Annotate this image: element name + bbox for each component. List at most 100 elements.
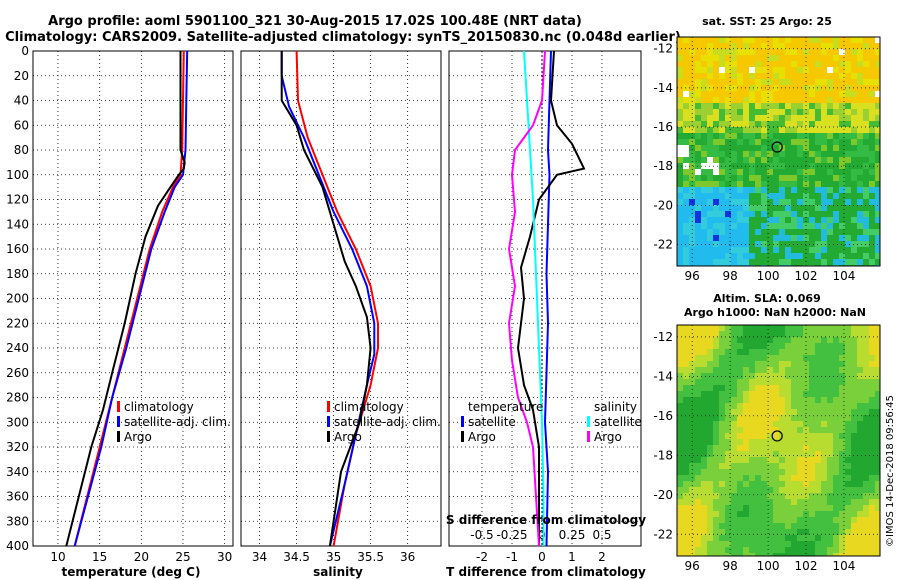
map-cell — [761, 229, 767, 235]
map-cell — [821, 43, 827, 49]
map-cell — [701, 205, 707, 211]
map-cell — [755, 367, 761, 373]
map-cell — [773, 97, 779, 103]
map-cell — [821, 331, 827, 337]
map-cell — [845, 517, 851, 523]
map-cell — [731, 151, 737, 157]
map-cell — [869, 367, 875, 373]
map-cell — [725, 553, 731, 556]
map-cell — [695, 493, 701, 499]
map-cell — [707, 43, 713, 49]
map-cell — [821, 121, 827, 127]
map-cell — [821, 337, 827, 343]
map-cell — [851, 523, 857, 529]
map-cell — [743, 541, 749, 547]
map-cell — [845, 175, 851, 181]
map-cell — [821, 229, 827, 235]
map-cell — [695, 487, 701, 493]
map-cell — [791, 349, 797, 355]
map-cell — [707, 217, 713, 223]
map-cell — [863, 67, 869, 73]
map-cell — [779, 169, 785, 175]
map-cell — [875, 391, 880, 397]
map-cell — [863, 139, 869, 145]
map-cell — [719, 187, 725, 193]
map-cell — [857, 445, 863, 451]
map-cell — [773, 241, 779, 247]
map-cell — [749, 169, 755, 175]
map-cell — [845, 253, 851, 259]
map-cell — [827, 109, 833, 115]
map-cell — [785, 421, 791, 427]
map-cell — [743, 247, 749, 253]
map-cell — [701, 523, 707, 529]
map-cell — [689, 217, 695, 223]
map-cell — [833, 373, 839, 379]
map-cell — [827, 247, 833, 253]
map-cell — [833, 427, 839, 433]
map-cell — [761, 109, 767, 115]
map-cell — [725, 169, 731, 175]
map-cell — [737, 139, 743, 145]
map-cell — [809, 241, 815, 247]
map-cell — [797, 355, 803, 361]
map-cell — [719, 217, 725, 223]
map-cell — [683, 151, 689, 157]
map-cell — [785, 361, 791, 367]
map-cell — [749, 151, 755, 157]
map-cell — [821, 499, 827, 505]
map-cell — [875, 367, 880, 373]
map-cell — [797, 73, 803, 79]
map-cell — [773, 163, 779, 169]
map-cell — [815, 193, 821, 199]
map-cell — [791, 409, 797, 415]
map-cell — [851, 553, 857, 556]
map-cell — [683, 331, 689, 337]
map-cell — [857, 247, 863, 253]
map-cell — [755, 181, 761, 187]
map-cell — [701, 127, 707, 133]
map-cell — [821, 325, 827, 331]
map-cell — [833, 415, 839, 421]
map-cell — [731, 127, 737, 133]
map-cell — [755, 493, 761, 499]
map-cell — [869, 223, 875, 229]
map-cell — [707, 487, 713, 493]
map-lat-tick-label: -14 — [653, 81, 673, 95]
map-cell — [809, 331, 815, 337]
map-cell — [851, 157, 857, 163]
map-cell — [839, 391, 845, 397]
map-cell — [827, 127, 833, 133]
map-cell — [707, 409, 713, 415]
map-cell — [719, 505, 725, 511]
map-cell — [863, 211, 869, 217]
map-cell — [827, 517, 833, 523]
map-cell — [743, 403, 749, 409]
map-cell — [689, 133, 695, 139]
map-cell — [773, 403, 779, 409]
map-cell — [785, 469, 791, 475]
map-cell — [743, 457, 749, 463]
map-cell — [743, 499, 749, 505]
map-cell — [815, 361, 821, 367]
map-cell — [797, 37, 803, 43]
map-cell — [719, 499, 725, 505]
map-cell — [761, 241, 767, 247]
map-cell — [863, 535, 869, 541]
map-cell — [797, 385, 803, 391]
map-cell — [749, 139, 755, 145]
map-cell — [833, 499, 839, 505]
map-cell — [677, 391, 683, 397]
map-cell — [731, 361, 737, 367]
map-cell — [845, 331, 851, 337]
map-cell — [875, 205, 880, 211]
map-cell — [755, 535, 761, 541]
map-cell — [677, 205, 683, 211]
map-cell — [701, 427, 707, 433]
map-cell — [851, 331, 857, 337]
map-cell — [809, 79, 815, 85]
map-cell — [845, 391, 851, 397]
map-cell — [779, 217, 785, 223]
map-cell — [839, 193, 845, 199]
map-cell — [827, 463, 833, 469]
